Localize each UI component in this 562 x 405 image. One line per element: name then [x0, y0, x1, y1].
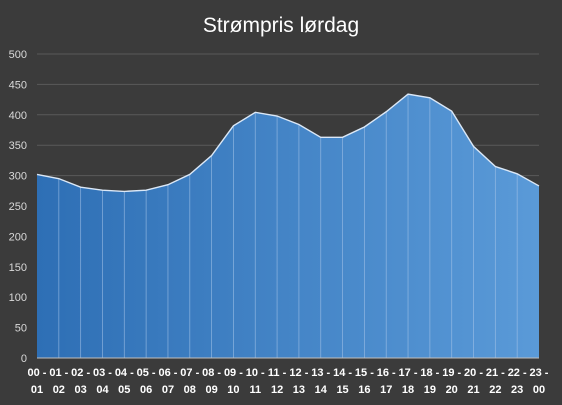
x-tick-label: 17 [380, 384, 392, 396]
series-line [36, 93, 540, 193]
y-tick-label: 500 [9, 49, 27, 61]
x-tick-label: 09 [205, 384, 217, 396]
x-tick-label: 02 [53, 384, 65, 396]
x-tick-label: 01 [31, 384, 43, 396]
x-tick-label: 14 - [333, 367, 352, 379]
x-tick-label: 10 [227, 384, 239, 396]
x-tick-label: 01 - [49, 367, 68, 379]
area-fill [37, 94, 539, 358]
x-tick-label: 14 [315, 384, 328, 396]
x-tick-label: 15 - [355, 367, 374, 379]
y-tick-label: 400 [9, 110, 27, 122]
x-tick-label: 16 [358, 384, 370, 396]
x-tick-label: 20 - [464, 367, 483, 379]
x-tick-label: 08 [184, 384, 196, 396]
x-tick-label: 03 [75, 384, 87, 396]
x-tick-label: 12 [271, 384, 283, 396]
x-tick-label: 11 - [268, 367, 287, 379]
y-tick-label: 350 [9, 140, 27, 152]
x-tick-label: 23 [511, 384, 523, 396]
x-tick-label: 17 - [399, 367, 418, 379]
x-tick-label: 22 [489, 384, 501, 396]
area-series [36, 93, 540, 359]
x-tick-label: 13 [293, 384, 305, 396]
x-tick-label: 13 - [311, 367, 330, 379]
y-tick-label: 0 [21, 353, 27, 365]
x-tick-label: 18 [402, 384, 414, 396]
x-tick-label: 18 - [420, 367, 439, 379]
x-tick-label: 19 [424, 384, 436, 396]
x-tick-label: 21 [467, 384, 479, 396]
x-tick-label: 05 [118, 384, 130, 396]
x-tick-label: 20 [446, 384, 458, 396]
x-tick-label: 23 - [530, 367, 549, 379]
x-tick-label: 15 [336, 384, 348, 396]
x-tick-label: 09 - [224, 367, 243, 379]
x-tick-label: 05 - [137, 367, 156, 379]
y-axis: 0 50 100 150 200 250 300 350 400 450 500 [9, 49, 27, 365]
x-tick-label: 19 - [442, 367, 461, 379]
x-tick-label: 03 - [93, 367, 112, 379]
y-tick-label: 200 [9, 231, 27, 243]
x-axis: 00 - 01 01 - 02 02 - 03 03 - 04 04 - 05 05 - 06 06 -… [28, 367, 549, 396]
x-tick-label: 07 - [180, 367, 199, 379]
x-tick-label: 02 - [71, 367, 90, 379]
x-tick-label: 11 [249, 384, 261, 396]
x-tick-label: 12 - [289, 367, 308, 379]
y-tick-label: 100 [9, 292, 27, 304]
x-tick-label: 00 - [28, 367, 47, 379]
x-tick-label: 04 - [115, 367, 134, 379]
x-tick-label: 08 - [202, 367, 221, 379]
x-tick-label: 16 - [377, 367, 396, 379]
chart-title: Strømpris lørdag [203, 14, 359, 37]
y-tick-label: 150 [9, 262, 27, 274]
y-tick-label: 300 [9, 171, 27, 183]
x-tick-label: 07 [162, 384, 174, 396]
y-tick-label: 50 [15, 323, 27, 335]
x-tick-label: 06 [140, 384, 152, 396]
x-tick-label: 21 - [486, 367, 505, 379]
x-tick-label: 22 - [508, 367, 527, 379]
x-tick-label: 04 [96, 384, 109, 396]
x-tick-label: 00 [533, 384, 545, 396]
y-tick-label: 450 [9, 79, 27, 91]
y-tick-label: 250 [9, 201, 27, 213]
x-tick-label: 10 - [246, 367, 265, 379]
x-tick-label: 06 - [158, 367, 177, 379]
